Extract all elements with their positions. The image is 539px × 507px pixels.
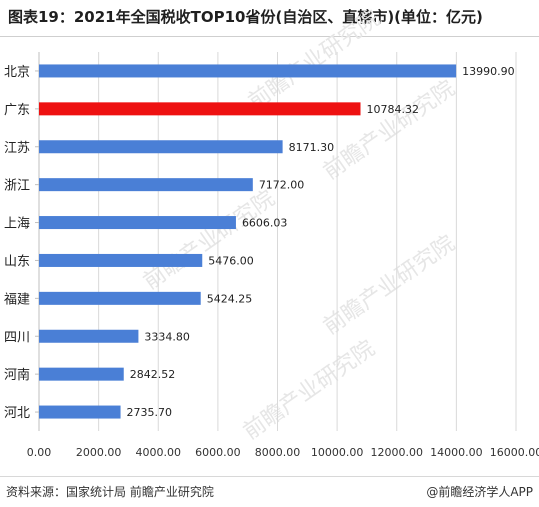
y-tick-label: 广东 — [4, 103, 30, 118]
x-tick-label: 2000.00 — [76, 446, 122, 459]
data-label: 2842.52 — [130, 368, 176, 381]
x-tick-label: 4000.00 — [136, 446, 182, 459]
title-divider — [0, 36, 539, 37]
bar — [39, 367, 124, 381]
y-tick-label: 河北 — [4, 406, 30, 421]
y-tick-label: 河南 — [4, 367, 30, 383]
source-note: 资料来源：国家统计局 前瞻产业研究院 — [6, 485, 214, 499]
chart-title: 图表19：2021年全国税收TOP10省份(自治区、直辖市)(单位：亿元) — [8, 8, 483, 26]
bar — [39, 253, 203, 267]
x-tick-label: 6000.00 — [195, 446, 241, 459]
bar — [39, 178, 253, 192]
bar — [39, 140, 283, 154]
x-tick-label: 16000.00 — [490, 446, 539, 459]
footer-divider — [0, 476, 539, 477]
data-label: 5476.00 — [208, 254, 254, 267]
y-tick-label: 四川 — [4, 330, 30, 345]
y-tick-label: 福建 — [4, 292, 30, 307]
x-tick-label: 10000.00 — [311, 446, 364, 459]
x-tick-label: 0.00 — [27, 446, 52, 459]
data-label: 7172.00 — [259, 179, 305, 192]
y-tick-label: 江苏 — [4, 140, 30, 156]
bar — [39, 291, 201, 305]
data-label: 3334.80 — [144, 330, 190, 343]
x-tick-label: 12000.00 — [371, 446, 424, 459]
bar — [39, 405, 121, 419]
x-tick-label: 14000.00 — [430, 446, 483, 459]
bar — [39, 64, 457, 78]
y-tick-label: 上海 — [4, 217, 30, 232]
bar — [39, 216, 236, 230]
watermark-text: 前瞻产业研究院 — [239, 336, 380, 445]
data-label: 10784.32 — [367, 103, 420, 116]
brand-credit: @前瞻经济学人APP — [426, 485, 533, 499]
y-tick-label: 山东 — [4, 254, 30, 269]
watermark-text: 前瞻产业研究院 — [319, 231, 460, 340]
y-tick-label: 北京 — [4, 65, 30, 80]
watermark-text: 前瞻产业研究院 — [139, 186, 280, 295]
data-label: 2735.70 — [127, 406, 173, 419]
data-label: 5424.25 — [207, 292, 253, 305]
watermark-text: 前瞻产业研究院 — [319, 76, 460, 185]
x-tick-label: 8000.00 — [255, 446, 301, 459]
watermark-text: 前瞻产业研究院 — [244, 6, 385, 115]
bar — [39, 102, 361, 116]
data-label: 6606.03 — [242, 217, 287, 230]
data-label: 13990.90 — [462, 65, 515, 78]
bar — [39, 329, 139, 343]
data-label: 8171.30 — [289, 141, 335, 154]
y-tick-label: 浙江 — [4, 179, 30, 194]
